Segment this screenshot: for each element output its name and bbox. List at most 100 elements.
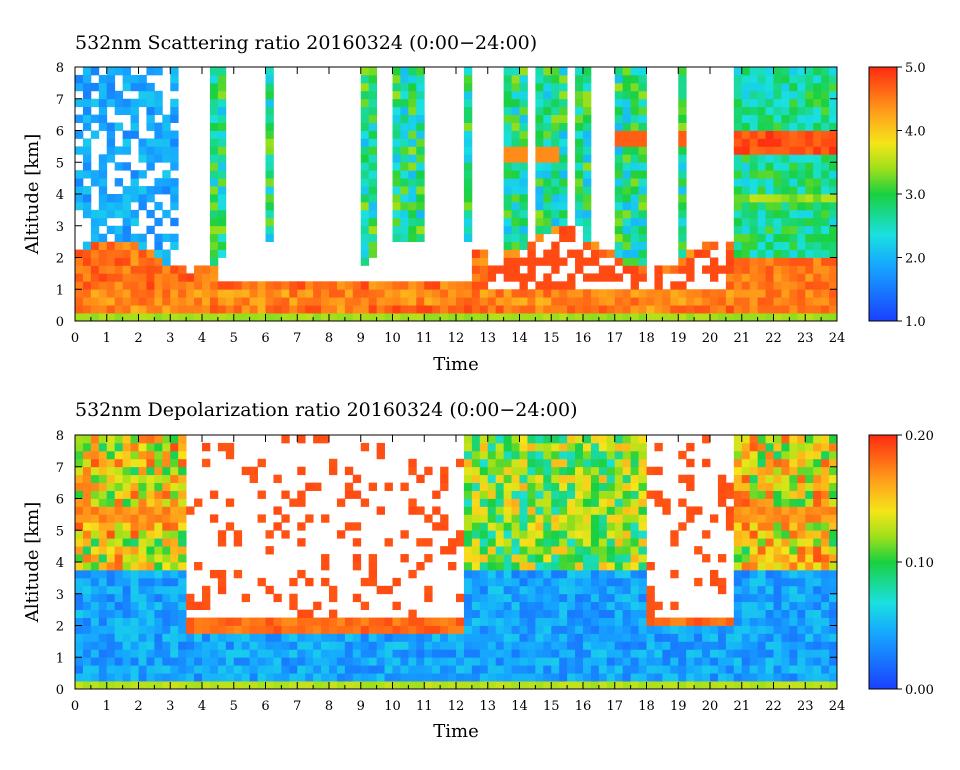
heatmap-cell: [821, 225, 830, 235]
heatmap-cell: [821, 625, 830, 634]
heatmap-cell: [733, 530, 743, 539]
heatmap-cell: [749, 625, 759, 634]
heatmap-cell: [400, 633, 409, 642]
heatmap-cell: [781, 538, 790, 547]
heatmap-cell: [154, 122, 163, 131]
heatmap-cell: [249, 297, 258, 306]
heatmap-cell: [757, 681, 766, 690]
heatmap-cell: [154, 281, 163, 290]
heatmap-cell: [733, 154, 743, 163]
heatmap-cell: [511, 82, 520, 92]
heatmap-cell: [614, 114, 624, 123]
heatmap-cell: [829, 649, 838, 658]
heatmap-cell: [463, 657, 473, 666]
heatmap-cell: [821, 138, 830, 147]
heatmap-cell: [789, 178, 798, 187]
heatmap-cell: [82, 297, 92, 306]
heatmap-cell: [368, 297, 378, 306]
heatmap-cell: [368, 162, 378, 171]
heatmap-cell: [630, 665, 639, 674]
heatmap-cell: [781, 665, 790, 674]
heatmap-cell: [352, 681, 362, 690]
heatmap-cell: [257, 289, 266, 298]
scattering-colorbar: [868, 66, 898, 322]
heatmap-cell: [186, 617, 195, 626]
heatmap-cell: [559, 281, 568, 290]
heatmap-cell: [765, 122, 774, 131]
heatmap-cell: [225, 289, 235, 298]
heatmap-cell: [551, 450, 560, 460]
heatmap-cell: [741, 74, 751, 84]
heatmap-cell: [678, 186, 687, 195]
heatmap-cell: [749, 498, 759, 507]
heatmap-cell: [797, 442, 806, 452]
heatmap-cell: [154, 273, 163, 282]
heatmap-cell: [170, 442, 179, 452]
heatmap-cell: [638, 514, 647, 523]
heatmap-cell: [75, 522, 84, 531]
heatmap-cell: [265, 617, 274, 626]
heatmap-cell: [821, 490, 830, 499]
heatmap-cell: [114, 249, 124, 258]
heatmap-cell: [781, 641, 790, 650]
x-tick-label: 1: [103, 699, 111, 714]
heatmap-cell: [511, 233, 520, 243]
heatmap-cell: [90, 313, 100, 322]
heatmap-cell: [400, 186, 409, 195]
heatmap-cell: [614, 82, 624, 92]
heatmap-cell: [336, 297, 346, 306]
heatmap-cell: [678, 498, 687, 507]
heatmap-cell: [209, 281, 219, 290]
heatmap-cell: [741, 482, 751, 491]
heatmap-cell: [567, 490, 576, 499]
heatmap-cell: [511, 474, 520, 484]
heatmap-cell: [408, 673, 417, 682]
heatmap-cell: [749, 617, 759, 626]
heatmap-cell: [543, 130, 552, 139]
heatmap-cell: [233, 657, 243, 666]
heatmap-cell: [598, 601, 608, 611]
heatmap-cell: [511, 289, 520, 298]
heatmap-cell: [202, 649, 211, 658]
heatmap-cell: [670, 665, 679, 674]
heatmap-cell: [622, 498, 632, 507]
heatmap-cell: [408, 458, 417, 468]
heatmap-cell: [360, 289, 370, 298]
heatmap-cell: [821, 522, 830, 531]
heatmap-cell: [479, 514, 489, 523]
heatmap-cell: [463, 114, 473, 123]
heatmap-cell: [821, 554, 830, 563]
heatmap-cell: [567, 498, 576, 507]
x-tick-label: 17: [606, 699, 623, 714]
heatmap-cell: [630, 313, 639, 322]
heatmap-cell: [503, 466, 512, 476]
heatmap-cell: [75, 649, 84, 658]
heatmap-cell: [813, 585, 822, 595]
heatmap-cell: [821, 313, 830, 322]
heatmap-cell: [82, 665, 92, 674]
heatmap-cell: [590, 546, 600, 555]
heatmap-cell: [575, 498, 584, 507]
heatmap-cell: [75, 146, 84, 155]
heatmap-cell: [511, 625, 520, 634]
heatmap-cell: [741, 450, 751, 460]
heatmap-cell: [82, 546, 92, 555]
heatmap-cell: [194, 617, 203, 626]
heatmap-cell: [551, 466, 560, 476]
heatmap-cell: [733, 297, 743, 306]
heatmap-cell: [503, 585, 512, 595]
heatmap-cell: [352, 657, 362, 666]
heatmap-cell: [614, 186, 624, 195]
heatmap-cell: [575, 506, 584, 515]
heatmap-cell: [487, 490, 497, 499]
heatmap-cell: [503, 114, 512, 123]
heatmap-cell: [797, 554, 806, 563]
heatmap-cell: [551, 538, 560, 547]
heatmap-cell: [432, 649, 441, 658]
heatmap-cell: [614, 546, 624, 555]
heatmap-cell: [583, 569, 592, 579]
heatmap-cell: [741, 138, 751, 147]
heatmap-cell: [535, 514, 544, 523]
heatmap-cell: [90, 546, 100, 555]
heatmap-cell: [614, 625, 624, 634]
